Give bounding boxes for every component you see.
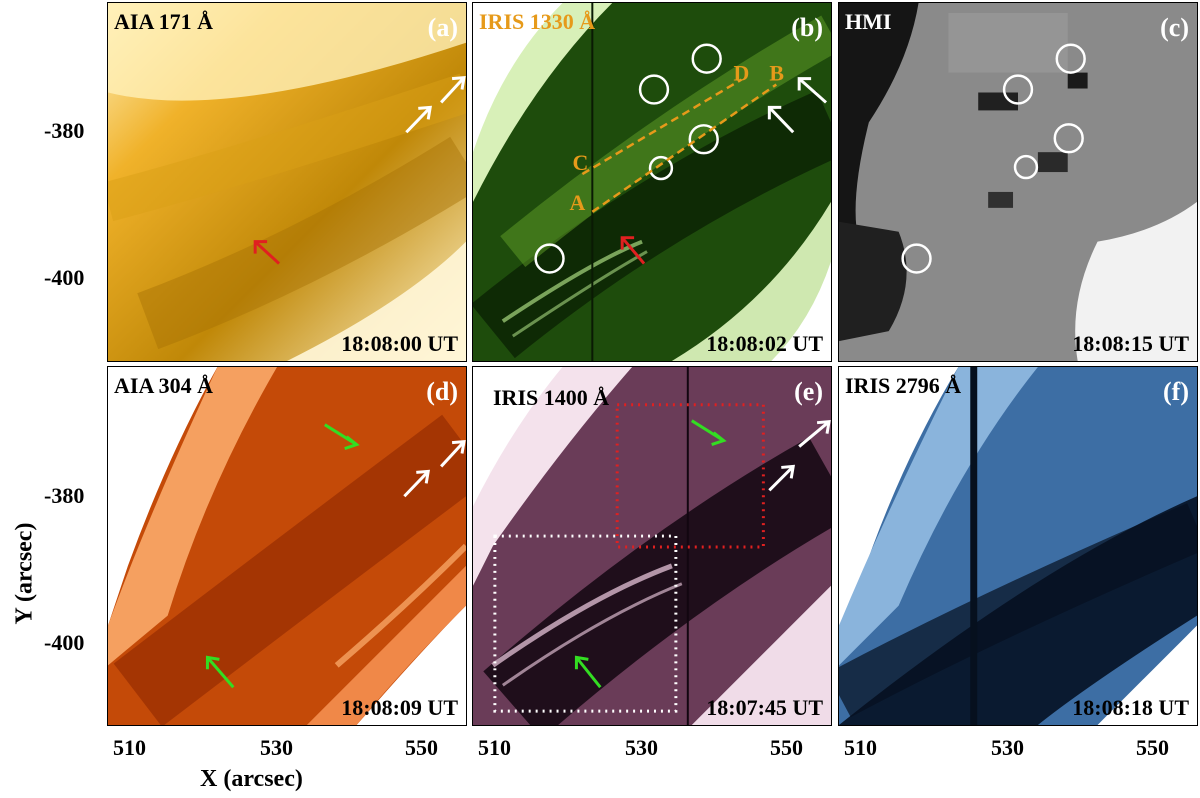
panel-hmi: HMI (c) 18:08:15 UT xyxy=(838,2,1198,362)
feature-circle xyxy=(1055,43,1086,74)
white-arrow xyxy=(405,105,432,134)
panel-aia-171: AIA 171 Å (a) 18:08:00 UT xyxy=(107,2,467,362)
x-tick-label: 550 xyxy=(770,735,803,760)
y-axis-title: Y (arcsec) xyxy=(11,522,38,625)
feature-circle xyxy=(691,43,722,74)
green-arrow xyxy=(205,655,235,689)
feature-circle xyxy=(1013,154,1039,180)
feature-circle xyxy=(1053,123,1084,154)
panel-title: IRIS 2796 Å xyxy=(845,373,962,398)
panel-title: AIA 171 Å xyxy=(114,9,214,34)
panel-b-overlay: A B C D xyxy=(534,43,828,274)
white-arrow xyxy=(798,420,831,448)
y-tick-label: -400 xyxy=(44,630,85,655)
white-arrow xyxy=(440,439,466,468)
panel-iris-1330: A B C D IRIS 1330 Å (b) 18:08:02 UT xyxy=(472,2,832,362)
panel-letter: (e) xyxy=(794,377,823,406)
panel-letter: (c) xyxy=(1160,13,1189,42)
panel-time: 18:08:00 UT xyxy=(341,331,458,356)
y-tick-label: -400 xyxy=(44,265,85,290)
panel-time: 18:08:18 UT xyxy=(1072,695,1189,720)
red-dotted-box xyxy=(615,403,765,549)
panel-c-overlay xyxy=(901,43,1086,274)
panel-letter: (b) xyxy=(791,13,823,42)
panel-time: 18:08:09 UT xyxy=(341,695,458,720)
panel-letter: (d) xyxy=(426,377,458,406)
slit-label-c: C xyxy=(572,151,588,175)
panel-title: HMI xyxy=(845,9,892,34)
slit-line-cd xyxy=(581,78,743,176)
green-arrow xyxy=(690,419,727,446)
red-arrow xyxy=(253,240,281,265)
slit-label-d: D xyxy=(734,62,750,86)
aia-171-image xyxy=(108,3,466,361)
x-tick-label: 510 xyxy=(844,735,877,760)
slit-line-ab xyxy=(591,83,778,213)
iris-1330-image xyxy=(473,3,831,361)
feature-circle xyxy=(638,74,670,105)
x-tick-label: 530 xyxy=(260,735,293,760)
panel-time: 18:07:45 UT xyxy=(706,695,823,720)
slit-label-b: B xyxy=(769,62,784,86)
x-tick-label: 510 xyxy=(113,735,146,760)
feature-circle xyxy=(534,243,565,274)
feature-circle xyxy=(1002,74,1034,105)
white-arrow xyxy=(767,105,795,134)
panel-aia-304: AIA 304 Å (d) 18:08:09 UT xyxy=(107,366,467,726)
slit-label-a: A xyxy=(569,191,585,215)
panel-time: 18:08:15 UT xyxy=(1072,331,1189,356)
x-axis-title: X (arcsec) xyxy=(200,766,303,792)
white-dotted-box xyxy=(493,534,678,713)
feature-circle xyxy=(901,243,932,274)
white-arrow xyxy=(768,464,795,492)
panel-title: IRIS 1400 Å xyxy=(493,385,610,410)
panel-time: 18:08:02 UT xyxy=(706,331,823,356)
x-tick-label: 530 xyxy=(625,735,658,760)
panel-d-overlay xyxy=(205,423,466,689)
green-arrow xyxy=(574,655,602,689)
iris-1400-image xyxy=(473,367,831,725)
panel-a-overlay xyxy=(253,75,466,265)
panel-iris-1400: IRIS 1400 Å (e) 18:07:45 UT xyxy=(472,366,832,726)
panel-iris-2796: IRIS 2796 Å (f) 18:08:18 UT xyxy=(838,366,1198,726)
feature-circle xyxy=(688,124,719,155)
panel-e-overlay xyxy=(493,403,831,713)
hmi-image xyxy=(839,3,1197,361)
white-arrow xyxy=(403,469,430,498)
x-tick-label: 530 xyxy=(991,735,1024,760)
white-arrow xyxy=(797,77,828,104)
y-tick-label: -380 xyxy=(44,118,85,143)
feature-circle xyxy=(648,155,674,181)
white-arrow xyxy=(440,75,466,104)
green-arrow xyxy=(323,423,360,450)
panel-letter: (f) xyxy=(1163,377,1189,406)
panel-title: AIA 304 Å xyxy=(114,373,214,398)
x-tick-label: 510 xyxy=(478,735,511,760)
red-arrow xyxy=(620,236,646,265)
panel-letter: (a) xyxy=(427,13,458,42)
panel-title: IRIS 1330 Å xyxy=(479,9,596,34)
x-tick-label: 550 xyxy=(1136,735,1169,760)
x-tick-label: 550 xyxy=(405,735,438,760)
y-tick-label: -380 xyxy=(44,483,85,508)
iris-2796-image xyxy=(839,367,1197,725)
